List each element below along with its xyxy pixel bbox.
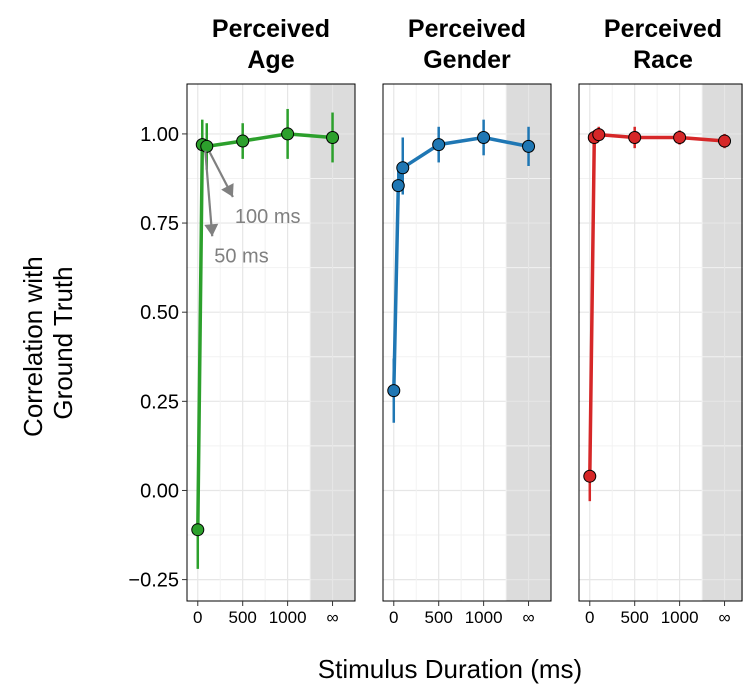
x-tick-label: 500 <box>229 608 257 627</box>
x-tick-label: 500 <box>621 608 649 627</box>
data-point <box>718 134 732 148</box>
y-axis-title-line-1: Correlation with <box>18 256 48 437</box>
x-tick-label: 1000 <box>269 608 307 627</box>
panel-1: Perceived Gender 0 500 1000 ∞ <box>382 15 552 627</box>
panel-title: Perceived Race <box>604 15 722 74</box>
data-point <box>583 469 597 483</box>
x-axis-title: Stimulus Duration (ms) <box>318 654 582 684</box>
y-tick-label: −0.25 <box>128 570 179 592</box>
data-point <box>477 130 491 144</box>
y-tick-label: 0.00 <box>140 480 179 502</box>
y-tick-label: 1.00 <box>140 124 179 146</box>
x-tick-label: 1000 <box>661 608 699 627</box>
data-point <box>281 127 295 141</box>
x-tick-label: ∞ <box>718 608 730 627</box>
y-tick-label: 0.25 <box>140 391 179 413</box>
x-tick-label: ∞ <box>522 608 534 627</box>
panel-title: Perceived Age <box>212 15 330 74</box>
data-point <box>326 130 340 144</box>
x-tick-label: 0 <box>389 608 398 627</box>
panel-plot-area-0 <box>187 84 355 601</box>
data-point <box>387 384 401 398</box>
panel-border <box>578 83 743 602</box>
data-point <box>432 138 446 152</box>
data-point <box>236 134 250 148</box>
data-point <box>592 128 606 142</box>
shaded-region <box>702 84 743 601</box>
panel-title-line: Gender <box>423 46 511 74</box>
series-line <box>588 132 725 477</box>
panel-title-line: Perceived <box>212 15 330 43</box>
series-line <box>196 132 333 530</box>
annotation-arrow-head <box>221 183 234 198</box>
x-tick-label: ∞ <box>326 608 338 627</box>
panel-title-line: Perceived <box>604 15 722 43</box>
series-line <box>392 135 529 391</box>
panel-plot-area-2 <box>579 84 743 601</box>
panel-title-line: Race <box>633 46 693 74</box>
annotation-arrow-line <box>204 150 214 237</box>
x-tick-label: 0 <box>585 608 594 627</box>
annotation-arrow-head <box>204 223 219 237</box>
panel-2: Perceived Race 0 500 1000 ∞ <box>578 15 743 627</box>
y-axis-title: Correlation with Ground Truth <box>18 249 78 437</box>
y-axis-title-line-2: Ground Truth <box>48 266 78 419</box>
panel-border <box>186 83 356 602</box>
annotation-label: 50 ms <box>214 245 268 267</box>
x-tick-label: 1000 <box>465 608 503 627</box>
x-tick-label: 0 <box>193 608 202 627</box>
x-tick-label: 500 <box>425 608 453 627</box>
data-point <box>673 130 687 144</box>
y-tick-label: 0.75 <box>140 213 179 235</box>
y-tick-label: 0.50 <box>140 302 179 324</box>
data-point <box>628 130 642 144</box>
annotation-label: 100 ms <box>235 206 301 228</box>
panel-title: Perceived Gender <box>408 15 526 74</box>
panel-border <box>382 83 552 602</box>
panel-title-line: Age <box>247 46 294 74</box>
data-point <box>191 523 205 537</box>
data-point <box>522 139 536 153</box>
panel-0: 100 ms 50 ms Perceived Age 0 500 1000 ∞ <box>186 15 356 627</box>
data-point <box>200 139 214 153</box>
data-point <box>391 179 405 193</box>
data-point <box>396 161 410 175</box>
panel-title-line: Perceived <box>408 15 526 43</box>
panel-plot-area-1 <box>383 84 551 601</box>
y-axis: −0.25 0.00 0.25 0.50 0.75 1.00 <box>128 124 187 592</box>
